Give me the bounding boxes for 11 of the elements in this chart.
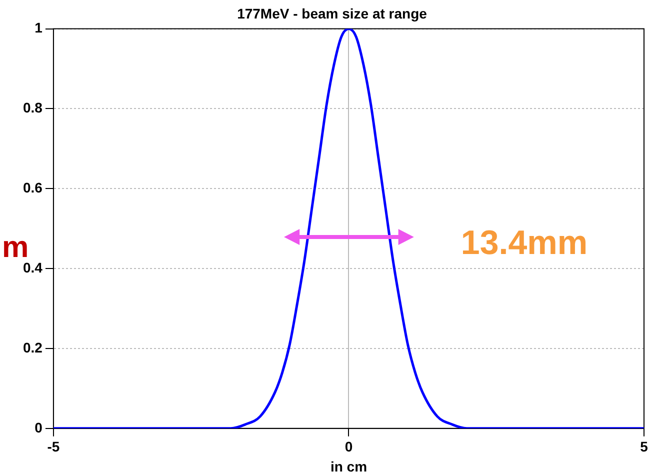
y-tick-label: 0.2 (22, 339, 43, 356)
y-tick-label: 0.6 (22, 180, 43, 196)
y-tick-label: 0.8 (22, 100, 43, 116)
y-tick-label: 1 (34, 20, 43, 36)
x-tick-label: 0 (344, 438, 353, 455)
chart-title: 177MeV - beam size at range (237, 5, 428, 22)
x-tick-label: 5 (640, 438, 648, 455)
x-tick-label: -5 (47, 438, 60, 455)
x-axis-title: in cm (330, 458, 368, 474)
annotation: 13.4mm (460, 224, 588, 262)
y-tick-label: 0 (34, 419, 43, 436)
